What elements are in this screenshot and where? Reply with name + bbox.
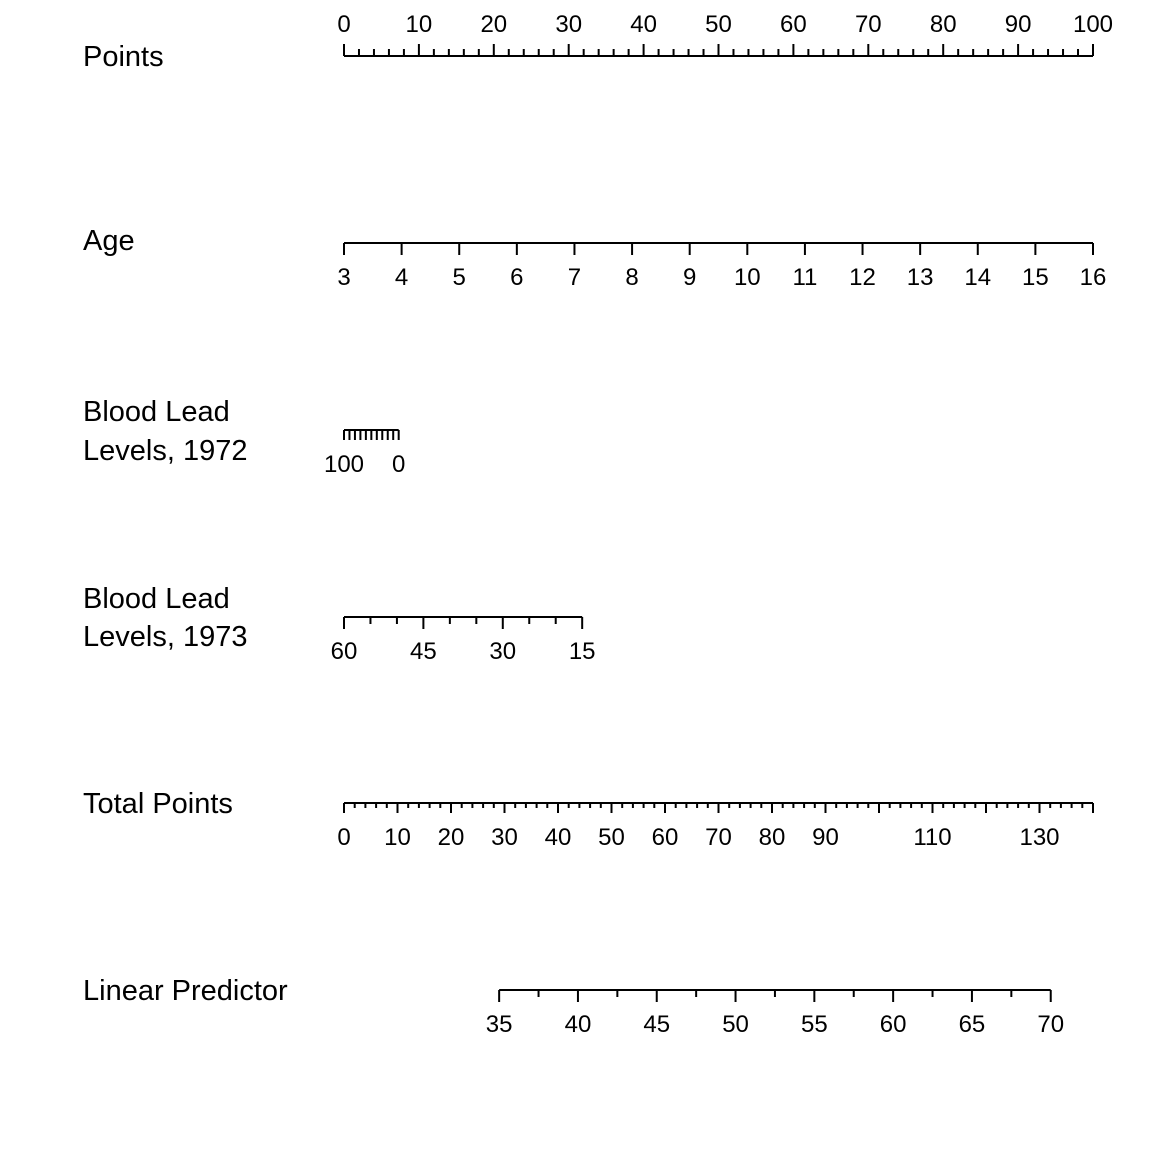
lp-row-label: Linear Predictor bbox=[83, 975, 288, 1007]
lp-tick-label: 60 bbox=[880, 1011, 907, 1038]
age-tick-label: 8 bbox=[625, 264, 638, 291]
lead1972-row-label: Blood Lead bbox=[83, 396, 230, 428]
age-tick-label: 9 bbox=[683, 264, 696, 291]
lead1973-tick-label: 60 bbox=[331, 638, 358, 665]
age-tick-label: 10 bbox=[734, 264, 761, 291]
age-tick-label: 13 bbox=[907, 264, 934, 291]
total-tick-label: 10 bbox=[384, 824, 411, 851]
points-tick-label: 90 bbox=[1005, 11, 1032, 38]
lp-tick-label: 50 bbox=[722, 1011, 749, 1038]
total-tick-label: 20 bbox=[438, 824, 465, 851]
total-tick-label: 50 bbox=[598, 824, 625, 851]
lead1973-tick-label: 30 bbox=[489, 638, 516, 665]
lead1973-tick-label: 15 bbox=[569, 638, 596, 665]
lead1972-tick-label: 0 bbox=[392, 451, 405, 478]
lead1972-row-label: Levels, 1972 bbox=[83, 435, 247, 467]
total-row-label: Total Points bbox=[83, 788, 233, 820]
total-tick-label: 70 bbox=[705, 824, 732, 851]
age-tick-label: 16 bbox=[1080, 264, 1107, 291]
age-tick-label: 14 bbox=[964, 264, 991, 291]
points-tick-label: 40 bbox=[630, 11, 657, 38]
lp-tick-label: 65 bbox=[959, 1011, 986, 1038]
age-tick-label: 6 bbox=[510, 264, 523, 291]
points-tick-label: 50 bbox=[705, 11, 732, 38]
total-tick-label: 110 bbox=[913, 824, 951, 851]
age-tick-label: 7 bbox=[568, 264, 581, 291]
lead1973-tick-label: 45 bbox=[410, 638, 437, 665]
age-tick-label: 12 bbox=[849, 264, 876, 291]
total-tick-label: 130 bbox=[1019, 824, 1059, 851]
lp-tick-label: 35 bbox=[486, 1011, 513, 1038]
points-tick-label: 100 bbox=[1073, 11, 1113, 38]
age-row-label: Age bbox=[83, 225, 135, 257]
total-tick-label: 40 bbox=[545, 824, 572, 851]
points-row-label: Points bbox=[83, 41, 164, 73]
points-tick-label: 70 bbox=[855, 11, 882, 38]
points-tick-label: 20 bbox=[480, 11, 507, 38]
total-tick-label: 80 bbox=[759, 824, 786, 851]
points-tick-label: 60 bbox=[780, 11, 807, 38]
lead1972-tick-label: 100 bbox=[324, 451, 364, 478]
lp-tick-label: 55 bbox=[801, 1011, 828, 1038]
age-tick-label: 15 bbox=[1022, 264, 1049, 291]
total-tick-label: 60 bbox=[652, 824, 679, 851]
total-tick-label: 0 bbox=[337, 824, 350, 851]
lp-tick-label: 40 bbox=[565, 1011, 592, 1038]
points-tick-label: 80 bbox=[930, 11, 957, 38]
points-tick-label: 30 bbox=[555, 11, 582, 38]
age-tick-label: 3 bbox=[337, 264, 350, 291]
total-tick-label: 90 bbox=[812, 824, 839, 851]
points-tick-label: 10 bbox=[406, 11, 433, 38]
age-tick-label: 5 bbox=[453, 264, 466, 291]
lead1973-row-label: Levels, 1973 bbox=[83, 621, 247, 653]
lp-tick-label: 45 bbox=[643, 1011, 670, 1038]
lp-tick-label: 70 bbox=[1037, 1011, 1064, 1038]
lead1973-row-label: Blood Lead bbox=[83, 583, 230, 615]
age-tick-label: 4 bbox=[395, 264, 408, 291]
total-tick-label: 30 bbox=[491, 824, 518, 851]
age-tick-label: 11 bbox=[792, 264, 817, 291]
points-tick-label: 0 bbox=[337, 11, 350, 38]
